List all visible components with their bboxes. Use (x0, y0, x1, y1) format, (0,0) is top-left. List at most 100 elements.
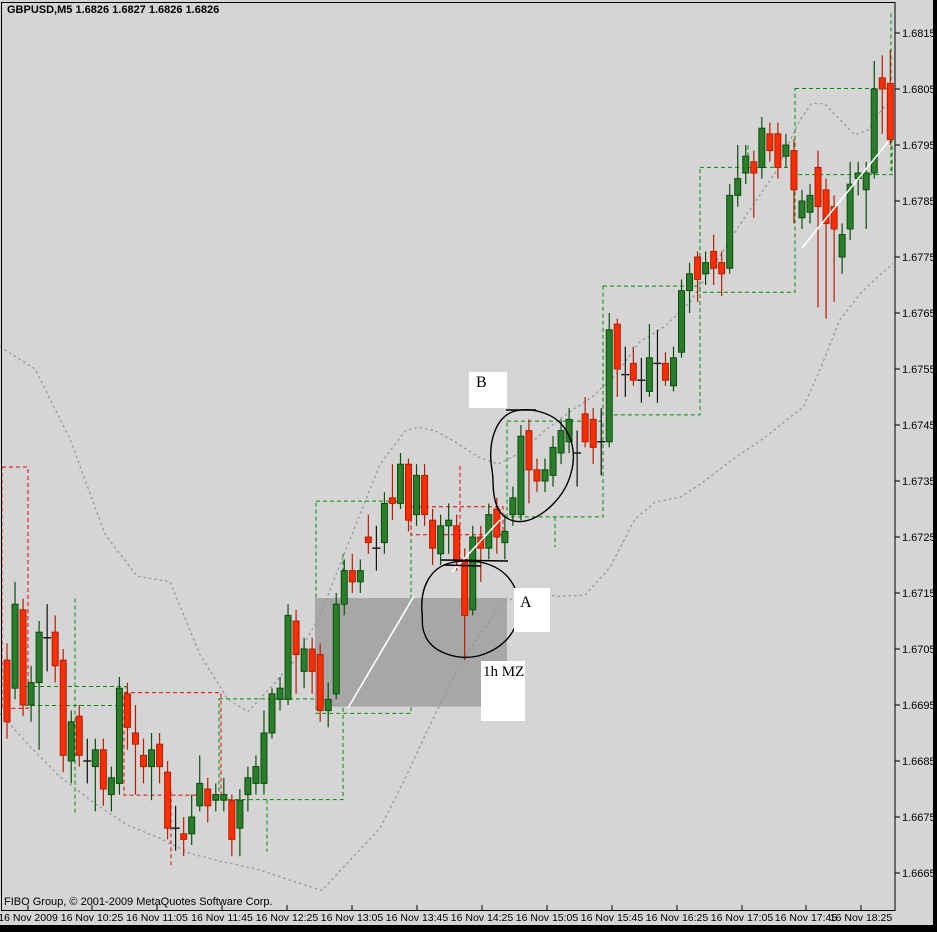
bear-candle (164, 771, 172, 829)
x-axis-label: 16 Nov 11:45 (191, 912, 253, 924)
bull-candle (541, 469, 549, 482)
bear-candle (589, 418, 597, 448)
bull-candle (437, 525, 445, 555)
annotation-label-b: B (469, 372, 507, 408)
bull-candle (806, 194, 814, 213)
bear-candle (461, 558, 469, 616)
bear-candle (886, 82, 894, 140)
bear-candle (453, 525, 461, 560)
y-axis-label: 1.6765 (902, 308, 936, 320)
bull-candle (734, 178, 742, 196)
bear-candle (814, 166, 822, 208)
x-axis-label: 16 Nov 11:05 (126, 912, 188, 924)
bull-candle (702, 262, 710, 275)
bear-candle (156, 743, 164, 768)
bull-candle (67, 721, 75, 762)
bull-candle (509, 497, 517, 516)
white-trend-line (347, 595, 415, 709)
bear-candle (123, 693, 131, 728)
y-axis-label: 1.6685 (902, 756, 936, 768)
bull-candle (268, 693, 276, 734)
bear-candle (99, 749, 107, 790)
x-axis-label: 16 Nov 12:25 (256, 912, 319, 924)
bull-candle (838, 234, 846, 258)
y-axis-label: 1.6725 (902, 532, 936, 544)
bear-candle (59, 659, 67, 756)
bear-candle (581, 413, 589, 443)
bear-candle (316, 654, 324, 712)
plot-border (1, 2, 896, 911)
gray-zone-rect (315, 598, 507, 707)
bull-candle (252, 766, 260, 784)
bear-candle (292, 620, 300, 656)
bollinger-band-lower (0, 263, 894, 892)
zone-box-green (25, 686, 127, 707)
window-edge-bottom (0, 925, 937, 932)
bear-candle (364, 536, 372, 544)
bull-candle (244, 777, 252, 796)
y-axis-label: 1.6815 (902, 28, 936, 40)
y-axis-label: 1.6745 (902, 420, 936, 432)
x-axis-label: 16 Nov 2009 (0, 912, 58, 924)
bear-candle (822, 189, 830, 224)
bear-candle (774, 133, 782, 168)
bull-candle (396, 463, 404, 504)
bull-candle (332, 603, 340, 695)
bear-candle (661, 362, 669, 381)
bear-candle (533, 469, 541, 482)
bear-candle (131, 732, 139, 745)
zone-box-green (602, 285, 701, 416)
bull-candle (549, 446, 557, 476)
bear-candle (477, 536, 485, 549)
annotation-label-a: A (514, 588, 550, 632)
y-axis-label: 1.6795 (902, 140, 936, 152)
y-axis-label: 1.6695 (902, 700, 936, 712)
bull-candle (276, 687, 284, 700)
bear-candle (710, 250, 718, 269)
bollinger-band-middle (0, 97, 893, 713)
bull-candle (35, 631, 43, 684)
bear-candle (308, 648, 316, 672)
y-axis-label: 1.6805 (902, 84, 936, 96)
bull-candle (870, 88, 878, 174)
bull-candle (862, 172, 870, 191)
x-axis-label: 16 Nov 18:25 (830, 912, 893, 924)
zone-box-red (123, 692, 222, 796)
x-axis-label: 16 Nov 13:45 (386, 912, 449, 924)
bull-candle (758, 127, 766, 168)
bear-candle (766, 133, 774, 152)
bull-candle (605, 329, 613, 443)
bull-candle (798, 200, 806, 219)
bull-candle (188, 816, 196, 835)
bull-candle (469, 536, 477, 611)
x-axis-label: 16 Nov 17:05 (711, 912, 774, 924)
zone-box-green (506, 420, 604, 518)
x-axis-label: 16 Nov 17:45 (775, 912, 838, 924)
bear-candle (429, 519, 437, 549)
x-axis-label: 16 Nov 15:05 (516, 912, 579, 924)
copyright-text: FIBO Group, © 2001-2009 MetaQuotes Softw… (4, 896, 273, 908)
bear-candle (790, 150, 798, 191)
zone-box-red (410, 506, 504, 536)
bull-candle (11, 603, 19, 689)
bear-candle (75, 715, 83, 756)
bull-candle (27, 682, 35, 706)
bull-candle (742, 155, 750, 174)
x-axis-label: 16 Nov 16:25 (646, 912, 709, 924)
bull-candle (260, 732, 268, 784)
bull-candle (148, 749, 156, 768)
bear-candle (180, 833, 188, 840)
bull-candle (380, 502, 388, 544)
bear-candle (629, 362, 637, 381)
circle-b (490, 409, 575, 523)
bear-candle (51, 631, 59, 667)
bull-candle (356, 570, 364, 583)
white-trend-line (451, 519, 501, 573)
y-axis-label: 1.6775 (902, 252, 936, 264)
bull-candle (284, 614, 292, 700)
white-trend-line (801, 141, 889, 249)
bear-candle (750, 161, 758, 174)
